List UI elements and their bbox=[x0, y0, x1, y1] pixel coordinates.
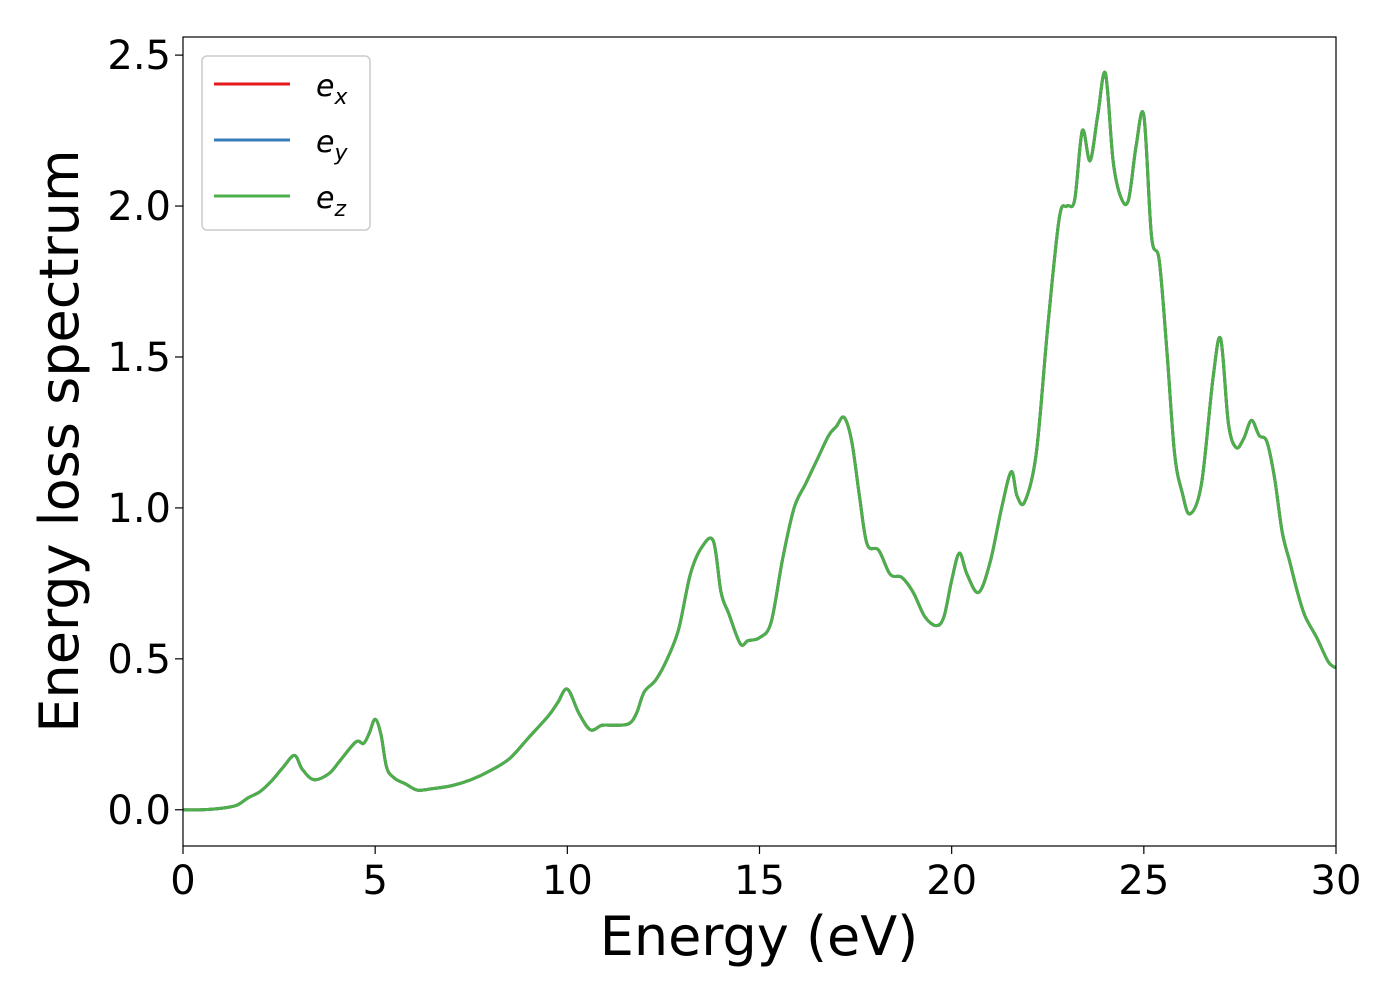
y-axis-label: Energy loss spectrum bbox=[28, 149, 91, 732]
x-tick-label: 30 bbox=[1311, 858, 1362, 904]
y-tick-label: 1.5 bbox=[107, 335, 171, 381]
y-tick-label: 2.0 bbox=[107, 184, 171, 230]
axes: 0 5 10 15 20 25 30 0.0 0.5 1.0 1.5 2.0 2.5 bbox=[107, 33, 1361, 904]
x-tick-label: 0 bbox=[170, 858, 195, 904]
x-axis-label: Energy (eV) bbox=[600, 905, 919, 968]
legend-subscript: x bbox=[333, 85, 348, 110]
x-tick-label: 25 bbox=[1118, 858, 1169, 904]
y-tick-label: 1.0 bbox=[107, 486, 171, 532]
x-tick-label: 20 bbox=[926, 858, 977, 904]
plot-area bbox=[183, 70, 1336, 812]
legend-label-e-x: ex bbox=[316, 69, 348, 110]
x-tick-label: 5 bbox=[362, 858, 387, 904]
x-tick-label: 15 bbox=[734, 858, 785, 904]
series-line-e-z bbox=[183, 70, 1336, 812]
legend-frame bbox=[201, 55, 371, 231]
x-tick-label: 10 bbox=[542, 858, 593, 904]
y-tick-label: 0.5 bbox=[107, 637, 171, 683]
y-tick-label: 0.0 bbox=[107, 788, 171, 834]
legend-subscript: y bbox=[333, 141, 348, 166]
y-tick-label: 2.5 bbox=[107, 33, 171, 79]
legend-subscript: z bbox=[333, 197, 346, 222]
